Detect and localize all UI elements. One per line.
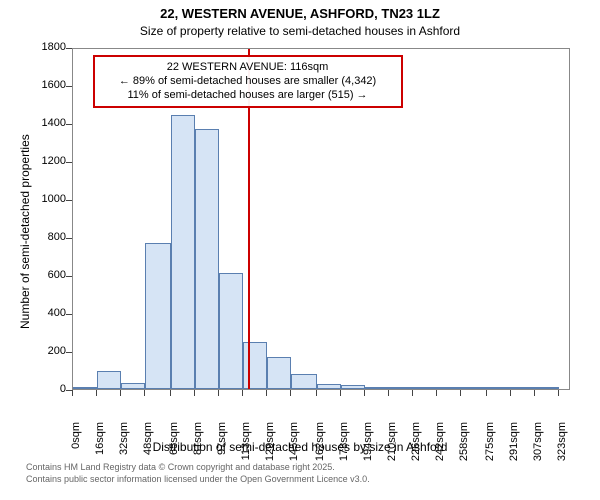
x-tick-mark [558,390,559,396]
y-tick-label: 200 [28,345,66,357]
x-tick-mark [510,390,511,396]
y-tick-label: 1600 [28,79,66,91]
x-tick-mark [242,390,243,396]
y-tick-mark [66,276,72,277]
x-tick-mark [194,390,195,396]
histogram-bar [317,384,341,389]
histogram-bar [511,387,535,389]
y-tick-label: 1000 [28,193,66,205]
x-tick-label: 210sqm [386,422,398,466]
x-tick-label: 242sqm [434,422,446,466]
annotation-line-3: 11% of semi-detached houses are larger (… [103,89,393,103]
x-tick-label: 97sqm [216,422,228,466]
x-tick-mark [72,390,73,396]
x-tick-mark [436,390,437,396]
x-tick-label: 307sqm [532,422,544,466]
y-tick-mark [66,86,72,87]
y-tick-mark [66,124,72,125]
x-tick-label: 145sqm [288,422,300,466]
y-tick-mark [66,314,72,315]
x-tick-mark [460,390,461,396]
y-tick-label: 1800 [28,41,66,53]
x-tick-label: 32sqm [118,422,130,466]
y-tick-label: 400 [28,307,66,319]
histogram-bar [73,387,97,389]
y-tick-mark [66,238,72,239]
x-tick-mark [266,390,267,396]
x-tick-label: 16sqm [94,422,106,466]
histogram-bar [413,387,437,389]
chart-subtitle: Size of property relative to semi-detach… [0,24,600,38]
y-tick-label: 600 [28,269,66,281]
x-tick-mark [388,390,389,396]
x-tick-label: 258sqm [458,422,470,466]
x-tick-mark [412,390,413,396]
x-tick-label: 48sqm [142,422,154,466]
x-tick-mark [170,390,171,396]
y-tick-mark [66,200,72,201]
histogram-bar [219,273,243,389]
x-tick-label: 226sqm [410,422,422,466]
x-tick-label: 275sqm [484,422,496,466]
histogram-bar [437,387,461,389]
y-tick-label: 0 [28,383,66,395]
histogram-chart: 22, WESTERN AVENUE, ASHFORD, TN23 1LZ Si… [0,0,600,500]
x-tick-label: 323sqm [556,422,568,466]
y-tick-mark [66,162,72,163]
histogram-bar [171,115,195,389]
x-tick-label: 194sqm [362,422,374,466]
histogram-bar [145,243,171,389]
x-tick-mark [534,390,535,396]
y-tick-mark [66,352,72,353]
footer-copyright-2: Contains public sector information licen… [26,474,370,484]
histogram-bar [195,129,219,389]
x-tick-mark [144,390,145,396]
annotation-box: 22 WESTERN AVENUE: 116sqm ← 89% of semi-… [93,55,403,108]
x-tick-mark [290,390,291,396]
x-tick-mark [218,390,219,396]
histogram-bar [121,383,145,389]
x-tick-label: 65sqm [168,422,180,466]
x-tick-label: 0sqm [70,422,82,466]
x-tick-mark [340,390,341,396]
histogram-bar [389,387,413,389]
x-tick-mark [486,390,487,396]
histogram-bar [97,371,121,389]
x-tick-label: 178sqm [338,422,350,466]
histogram-bar [341,385,365,389]
histogram-bar [487,387,511,389]
histogram-bar [461,387,487,389]
histogram-bar [291,374,317,389]
x-tick-label: 291sqm [508,422,520,466]
x-tick-label: 113sqm [240,422,252,466]
y-tick-label: 1200 [28,155,66,167]
histogram-bar [535,387,559,389]
histogram-bar [267,357,291,389]
x-tick-mark [96,390,97,396]
annotation-line-2: ← 89% of semi-detached houses are smalle… [103,75,393,89]
x-tick-mark [316,390,317,396]
histogram-bar [365,387,389,389]
x-tick-label: 129sqm [264,422,276,466]
y-tick-label: 1400 [28,117,66,129]
y-tick-label: 800 [28,231,66,243]
x-tick-mark [364,390,365,396]
y-tick-mark [66,48,72,49]
x-tick-mark [120,390,121,396]
annotation-line-1: 22 WESTERN AVENUE: 116sqm [103,61,393,75]
plot-area: 22 WESTERN AVENUE: 116sqm ← 89% of semi-… [72,48,570,390]
chart-title: 22, WESTERN AVENUE, ASHFORD, TN23 1LZ [0,6,600,21]
x-tick-label: 81sqm [192,422,204,466]
x-tick-label: 162sqm [314,422,326,466]
